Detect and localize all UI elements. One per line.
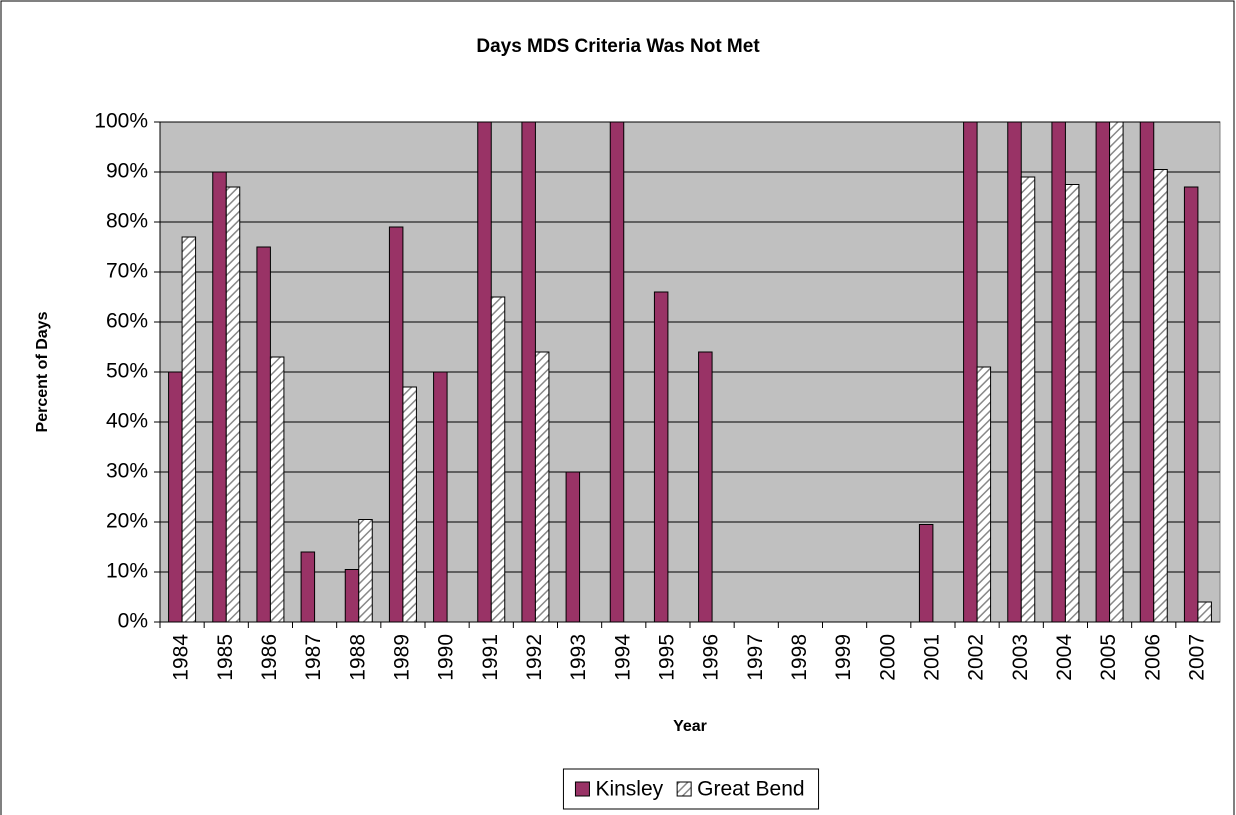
- y-tick-label: 60%: [106, 310, 148, 333]
- bar: [168, 371, 183, 623]
- bar: [1183, 186, 1199, 623]
- bar: [300, 551, 316, 623]
- bar: [918, 524, 934, 623]
- bar: [477, 121, 492, 623]
- x-tick-label: 1987: [302, 634, 325, 681]
- legend-label: Kinsley: [595, 778, 663, 801]
- y-axis-label: Percent of Days: [34, 311, 51, 432]
- y-tick-label: 40%: [106, 410, 148, 433]
- y-tick-label: 100%: [94, 110, 148, 133]
- x-tick-label: 2003: [1009, 634, 1032, 681]
- bar: [534, 351, 550, 623]
- bar: [269, 356, 285, 623]
- bar: [1153, 169, 1168, 623]
- x-axis-label: Year: [673, 718, 707, 735]
- x-tick-label: 1999: [832, 634, 855, 681]
- bar: [212, 171, 227, 623]
- bar: [976, 366, 992, 623]
- x-tick-label: 1994: [611, 634, 634, 681]
- bar: [181, 236, 197, 623]
- y-tick-label: 10%: [106, 560, 148, 583]
- x-tick-label: 1996: [700, 634, 723, 681]
- bar: [653, 291, 669, 623]
- bar: [1095, 121, 1111, 623]
- x-tick-label: 2001: [920, 634, 943, 681]
- x-tick-label: 2002: [965, 634, 988, 681]
- x-tick-label: 1986: [258, 634, 281, 681]
- bar: [256, 246, 271, 623]
- bar: [388, 226, 404, 623]
- bar: [1139, 121, 1155, 623]
- legend: Kinsley Great Bend: [562, 768, 820, 810]
- y-tick-label: 90%: [106, 160, 148, 183]
- bar: [1007, 121, 1022, 623]
- y-tick-label: 0%: [118, 610, 148, 633]
- x-tick-label: 2006: [1141, 634, 1164, 681]
- bar: [565, 471, 581, 623]
- bar: [1197, 601, 1212, 623]
- legend-swatch: [574, 781, 590, 797]
- chart-title: Days MDS Criteria Was Not Met: [476, 36, 760, 57]
- bar: [1109, 121, 1124, 623]
- y-tick-label: 80%: [106, 210, 148, 233]
- bar: [225, 186, 241, 623]
- bar: [358, 519, 373, 623]
- x-tick-label: 1989: [390, 634, 413, 681]
- bar: [698, 351, 713, 623]
- bar: [1051, 121, 1066, 623]
- x-tick-label: 2004: [1053, 634, 1076, 681]
- x-tick-label: 1993: [567, 634, 590, 681]
- x-tick-label: 1991: [479, 634, 502, 681]
- x-tick-label: 2000: [876, 634, 899, 681]
- legend-swatch: [676, 781, 692, 797]
- y-tick-label: 70%: [106, 260, 148, 283]
- x-tick-label: 1990: [435, 634, 458, 681]
- x-tick-label: 2007: [1185, 634, 1208, 681]
- bar: [521, 121, 536, 623]
- x-tick-label: 1995: [655, 634, 678, 681]
- x-tick-label: 1984: [170, 634, 193, 681]
- bar: [490, 296, 506, 623]
- y-tick-label: 50%: [106, 360, 148, 383]
- y-tick-label: 20%: [106, 510, 148, 533]
- bar: [1064, 184, 1080, 623]
- x-tick-label: 1988: [346, 634, 369, 681]
- legend-label: Great Bend: [697, 778, 804, 801]
- bar: [963, 121, 978, 623]
- x-tick-label: 1985: [214, 634, 237, 681]
- bar: [433, 371, 448, 623]
- bar: [609, 121, 625, 623]
- bar: [344, 569, 360, 623]
- bar: [1020, 176, 1036, 623]
- x-tick-label: 1997: [744, 634, 767, 681]
- x-tick-label: 2005: [1097, 634, 1120, 681]
- bar: [402, 386, 417, 623]
- x-tick-label: 1998: [788, 634, 811, 681]
- x-tick-label: 1992: [523, 634, 546, 681]
- y-tick-label: 30%: [106, 460, 148, 483]
